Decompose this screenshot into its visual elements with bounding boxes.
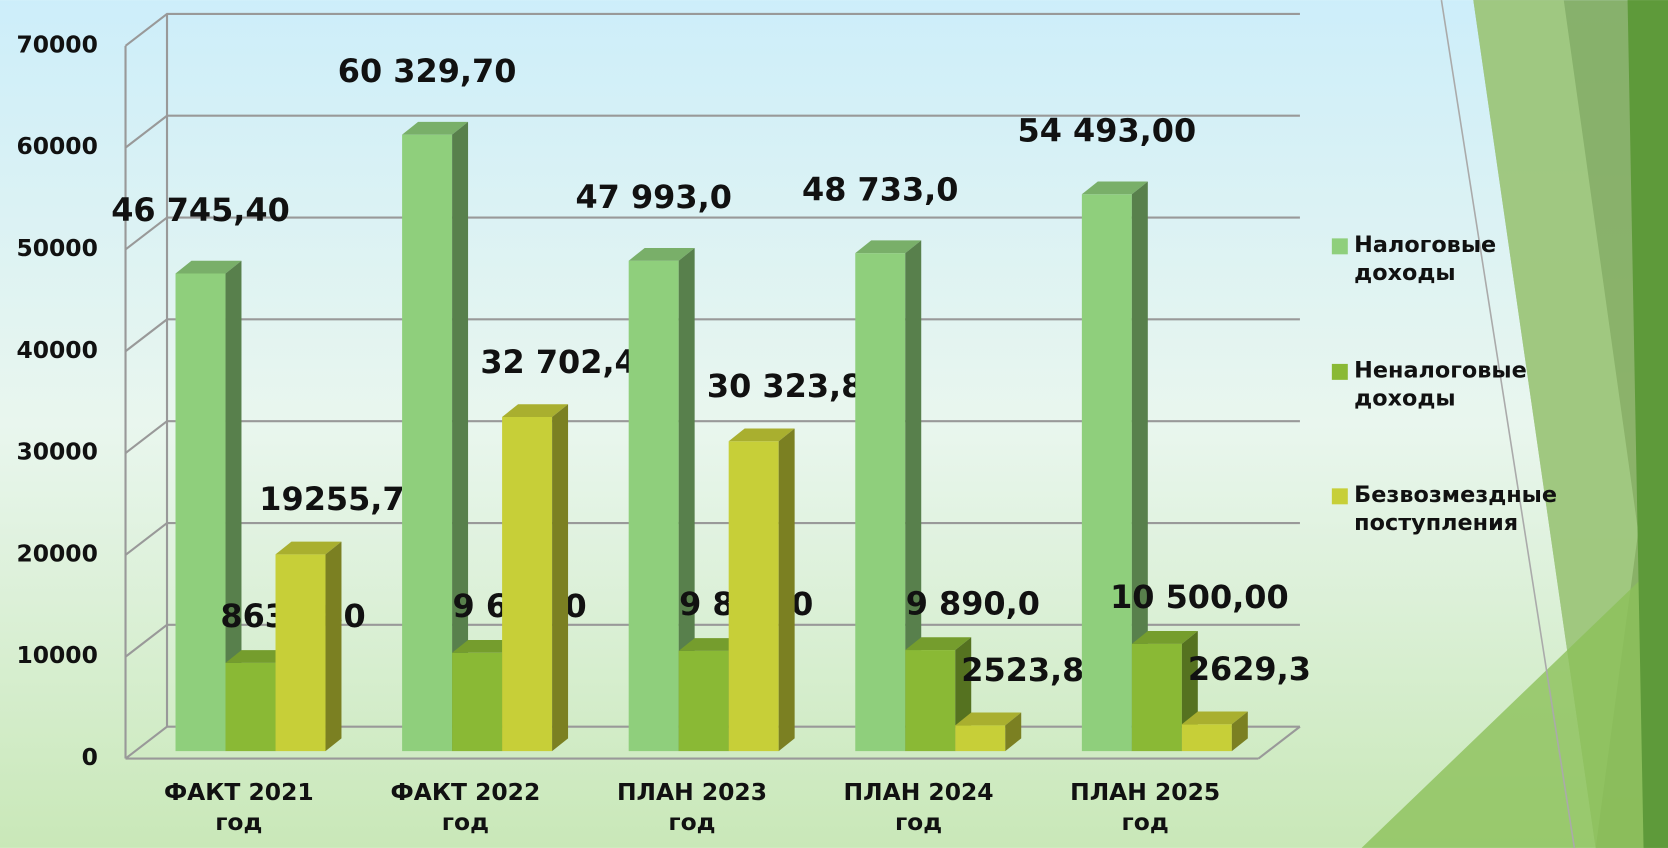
x-tick-label: ФАКТ 2022 год [386, 779, 546, 838]
bar [502, 417, 552, 751]
data-label: 46 745,40 [111, 191, 290, 229]
legend-label-box: Неналоговые доходы [1354, 356, 1662, 430]
x-tick-label: ПЛАН 2023 год [612, 779, 772, 838]
y-tick-label: 0 [82, 743, 98, 771]
chart: 0 10000 20000 30000 40000 50000 60000 70000 ФАКТ… [0, 0, 1668, 848]
x-tick-label-box: ПЛАН 2023 год [579, 779, 806, 848]
y-tick-label: 30000 [16, 438, 97, 466]
bar [905, 650, 955, 751]
x-tick-label-box: ПЛАН 2024 год [805, 779, 1032, 848]
data-label: 2523,8 [961, 651, 1084, 689]
legend-swatch [1332, 238, 1348, 254]
bar [1082, 194, 1132, 751]
bar [402, 135, 452, 751]
data-label: 2629,3 [1188, 650, 1311, 688]
bar [452, 653, 502, 751]
bar-side [326, 542, 342, 752]
bar [1182, 724, 1232, 751]
y-tick-label: 60000 [16, 132, 97, 160]
y-tick-label: 50000 [16, 234, 97, 262]
y-tick-label: 40000 [16, 336, 97, 364]
legend-label: Неналоговые доходы [1354, 356, 1599, 412]
data-label: 10 500,00 [1110, 578, 1289, 616]
x-tick-label: ПЛАН 2025 год [1065, 779, 1225, 838]
data-label: 48 733,0 [802, 170, 958, 208]
bar [629, 261, 679, 751]
bar [729, 441, 779, 751]
legend-label: Безвозмездные поступления [1354, 481, 1599, 537]
bar [855, 253, 905, 751]
y-tick-label: 20000 [16, 539, 97, 567]
data-label: 19255,70 [259, 480, 427, 518]
x-tick-label-box: ФАКТ 2022 год [352, 779, 579, 848]
bar-side [779, 429, 795, 752]
bar [226, 663, 276, 751]
legend-label-box: Налоговые доходы [1354, 231, 1662, 305]
bar-side [552, 404, 568, 751]
bar [679, 651, 729, 751]
legend-swatch [1332, 364, 1348, 380]
bar [955, 725, 1005, 751]
y-tick-label: 70000 [16, 30, 97, 58]
bar [1132, 644, 1182, 751]
data-label: 9 890,0 [906, 584, 1040, 622]
data-label: 47 993,0 [575, 178, 731, 216]
legend-label: Налоговые доходы [1354, 231, 1599, 287]
bar [176, 273, 226, 751]
page: {"chart_data":{"type":"bar3d", "categori… [0, 0, 1668, 848]
legend-label-box: Безвозмездные поступления [1354, 481, 1662, 555]
data-label: 54 493,00 [1018, 112, 1197, 150]
x-tick-label-box: ПЛАН 2025 год [1032, 779, 1259, 848]
x-tick-label: ПЛАН 2024 год [839, 779, 999, 838]
bar [276, 554, 326, 751]
y-tick-label: 10000 [16, 641, 97, 669]
x-tick-label-box: ФАКТ 2021 год [126, 779, 353, 848]
data-label: 60 329,70 [338, 52, 517, 90]
x-tick-label: ФАКТ 2021 год [159, 779, 319, 838]
legend-swatch [1332, 488, 1348, 504]
